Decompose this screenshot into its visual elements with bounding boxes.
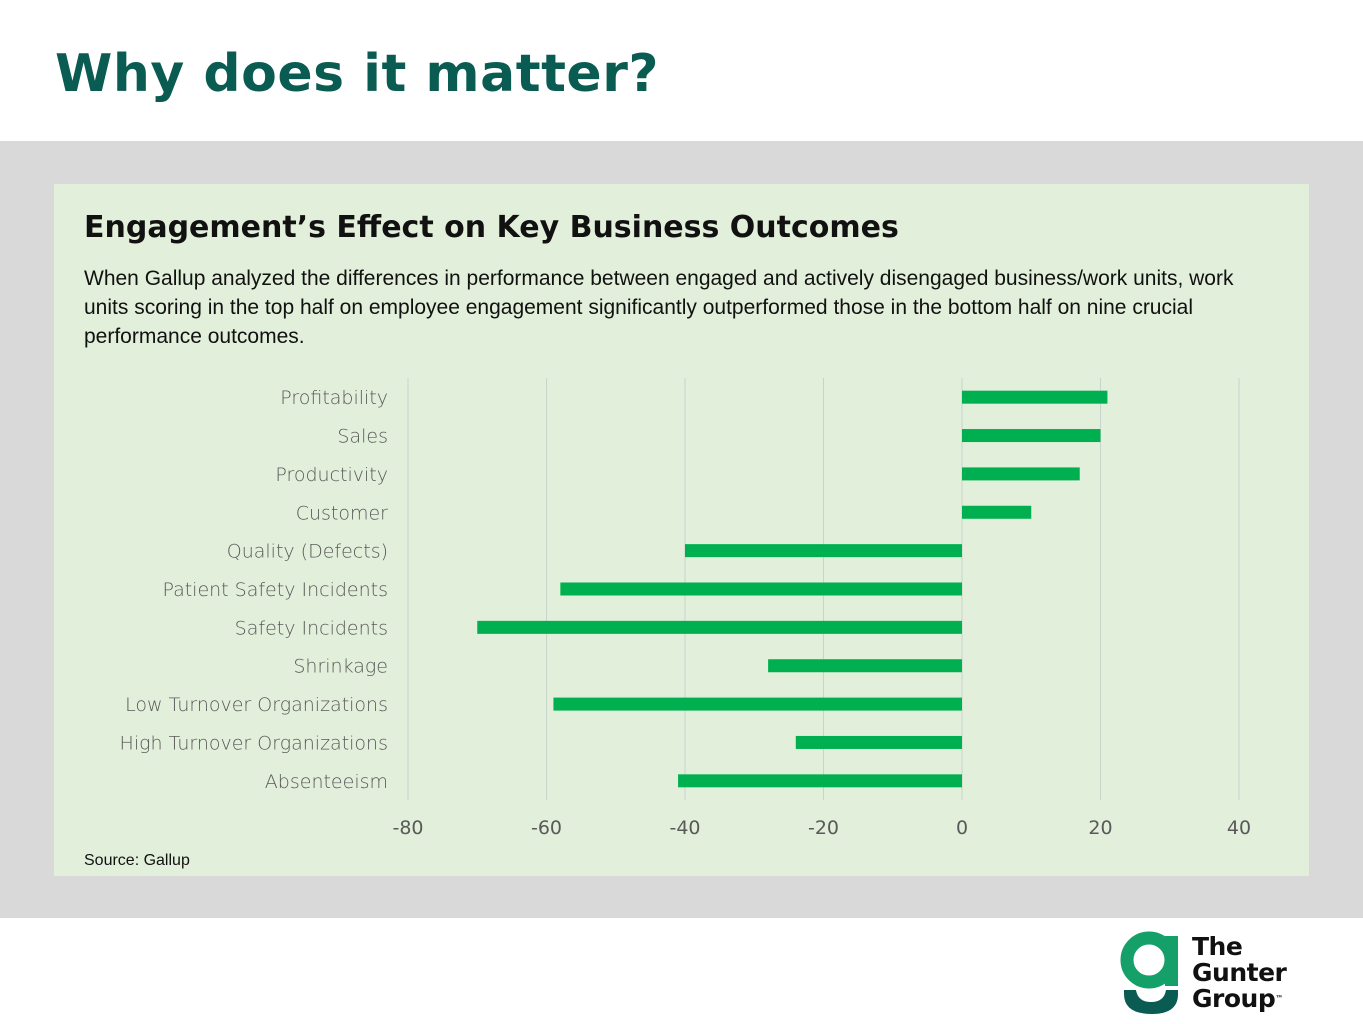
chart-title: Engagement’s Effect on Key Business Outc…: [84, 210, 899, 245]
bar-profitability: [962, 390, 1108, 404]
bar-quality-defects: [685, 544, 962, 558]
category-label: Absenteeism: [265, 771, 388, 793]
x-tick-label: -60: [531, 817, 562, 839]
category-label: Sales: [337, 426, 388, 448]
bar-absenteeism: [678, 774, 962, 788]
bar-customer: [962, 505, 1032, 519]
x-tick-label: -80: [392, 817, 423, 839]
g-logo-icon: [1120, 931, 1178, 1014]
logo-trademark: ™: [1275, 994, 1283, 1003]
chart-card: Engagement’s Effect on Key Business Outc…: [54, 184, 1309, 876]
category-label: Shrinkage: [293, 656, 388, 678]
x-tick-label: 20: [1088, 817, 1112, 839]
bar-shrinkage: [768, 659, 962, 673]
logo-line-2: Gunter: [1192, 958, 1287, 987]
category-label: Profitability: [280, 387, 388, 409]
bar-sales: [962, 429, 1101, 443]
x-tick-label: -20: [808, 817, 839, 839]
category-label: Low Turnover Organizations: [125, 694, 388, 716]
bar-productivity: [962, 467, 1080, 481]
logo-line-3: Group: [1192, 984, 1276, 1013]
source-note: Source: Gallup: [84, 852, 190, 869]
category-label: Productivity: [275, 464, 388, 486]
logo-wordmark: The Gunter Group™: [1192, 932, 1287, 1013]
bar-patient-safety-incidents: [560, 582, 962, 596]
bar-high-turnover-organizations: [795, 735, 962, 749]
x-tick-label: 40: [1227, 817, 1251, 839]
gunter-group-logo: The Gunter Group™: [1120, 930, 1320, 1020]
chart-description: When Gallup analyzed the differences in …: [84, 267, 1234, 348]
x-tick-label: 0: [956, 817, 968, 839]
slide-title: Why does it matter?: [55, 44, 659, 104]
bar-safety-incidents: [477, 620, 962, 634]
category-label: High Turnover Organizations: [120, 732, 388, 754]
bar-chart: Profitability Sales Productivity Customer Qu…: [120, 378, 1251, 839]
x-tick-label: -40: [669, 817, 700, 839]
category-label: Quality (Defects): [227, 541, 388, 563]
logo-line-1: The: [1192, 932, 1243, 961]
category-label: Patient Safety Incidents: [162, 579, 388, 601]
category-label: Customer: [296, 502, 388, 524]
bar-low-turnover-organizations: [553, 697, 962, 711]
category-label: Safety Incidents: [235, 617, 388, 639]
